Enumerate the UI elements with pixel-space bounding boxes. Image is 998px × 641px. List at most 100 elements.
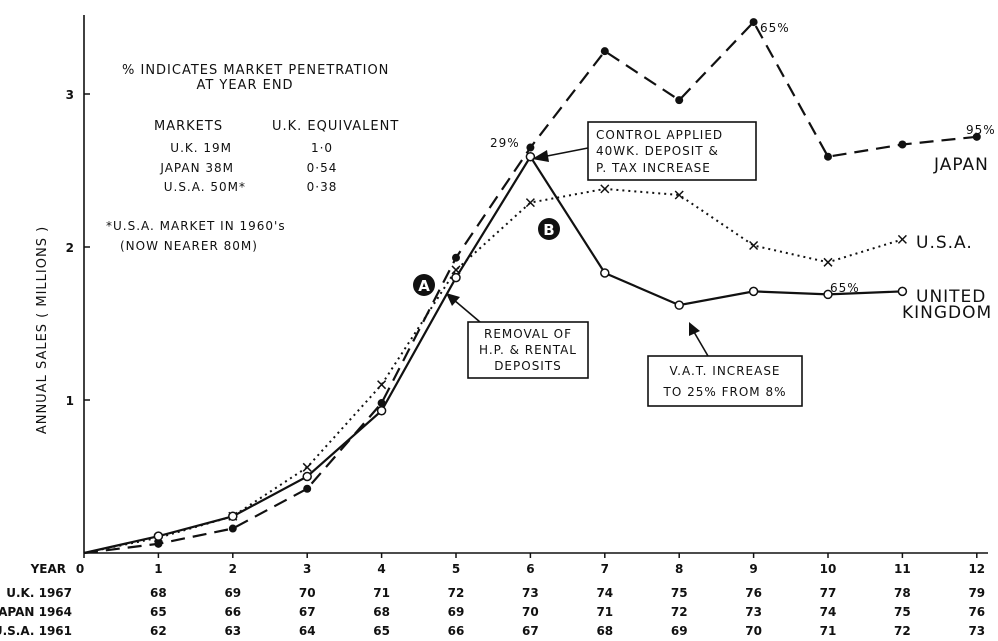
annotation-control-applied: CONTROL APPLIED 40WK. DEPOSIT & P. TAX I… <box>532 121 757 181</box>
point-japan-1 <box>154 539 163 548</box>
annotation-control-arrow <box>541 147 589 158</box>
year-cell-1-1: 65 <box>150 605 167 619</box>
year-cell-0-10: 77 <box>820 586 837 600</box>
year-cell-0-7: 74 <box>596 586 613 600</box>
point-united-kingdom-1 <box>153 531 164 541</box>
year-row-label-uk: U.K. 1967 <box>6 586 72 600</box>
year-cell-2-3: 64 <box>299 624 316 638</box>
point-united-kingdom-10 <box>823 289 833 300</box>
annotation-control-arrowhead <box>532 150 549 162</box>
annotation-control-line-1: CONTROL APPLIED <box>596 128 723 142</box>
x-tick-label-4: 4 <box>377 562 385 576</box>
annotation-control-line-2: 40WK. DEPOSIT & <box>596 144 719 158</box>
year-cell-1-7: 71 <box>596 605 613 619</box>
point-united-kingdom-7 <box>600 268 610 278</box>
point-u-s-a-3 <box>302 462 312 472</box>
point-u-s-a-9 <box>749 240 759 251</box>
year-cell-2-12: 73 <box>968 624 985 638</box>
annotation-vat-box <box>647 355 803 407</box>
year-cell-1-2: 66 <box>224 605 241 619</box>
annotation-removal-arrow <box>453 299 481 323</box>
point-japan-12 <box>972 132 981 141</box>
point-united-kingdom-2 <box>228 511 238 522</box>
series-layer <box>83 18 981 555</box>
y-tick-label-1: 1 <box>66 394 74 408</box>
year-cell-2-1: 62 <box>150 624 167 638</box>
marker-b-circle <box>538 218 560 240</box>
year-cell-0-12: 79 <box>968 586 985 600</box>
point-united-kingdom-4 <box>376 405 387 416</box>
annotation-removal-line-1: REMOVAL OF <box>484 327 572 341</box>
x-tick-label-3: 3 <box>303 562 311 576</box>
key-title-line-1: % INDICATES MARKET PENETRATION <box>122 63 389 78</box>
point-united-kingdom-6 <box>525 151 536 162</box>
year-cell-0-9: 76 <box>745 586 762 600</box>
year-cell-0-5: 72 <box>448 586 465 600</box>
y-axis-title: ANNUAL SALES ( MILLIONS ) <box>35 226 50 434</box>
year-cell-2-6: 67 <box>522 624 539 638</box>
series-line-united-kingdom <box>83 154 903 555</box>
market-key: % INDICATES MARKET PENETRATION AT YEAR E… <box>106 63 399 253</box>
x-tick-label-9: 9 <box>749 562 757 576</box>
annotation-vat-arrowhead <box>689 322 700 336</box>
series-label-japan: JAPAN <box>933 155 989 175</box>
key-row-equiv-1: 1·0 <box>311 141 333 155</box>
x-tick-label-2: 2 <box>229 562 237 576</box>
point-japan-11 <box>898 140 907 149</box>
year-cell-1-12: 76 <box>968 605 985 619</box>
year-cell-1-6: 70 <box>522 605 539 619</box>
point-united-kingdom-8 <box>674 300 684 310</box>
year-cell-0-6: 73 <box>522 586 539 600</box>
x-tick-label-10: 10 <box>820 562 837 576</box>
x-tick-label-6: 6 <box>526 562 534 576</box>
series-label-usa: U.S.A. <box>916 233 973 253</box>
key-row-market-2: JAPAN 38M <box>159 161 234 175</box>
y-ticks: 1 2 3 <box>66 88 90 408</box>
year-cell-0-3: 70 <box>299 586 316 600</box>
year-cell-1-4: 68 <box>373 605 390 619</box>
point-u-s-a-8 <box>674 190 684 200</box>
annotation-removal-line-2: H.P. & RENTAL <box>479 343 577 357</box>
year-row-label-usa: U.S.A. 1961 <box>0 624 72 638</box>
penetration-label-1: 29% <box>490 136 520 150</box>
penetration-label-3: 95% <box>966 123 996 137</box>
year-cell-2-4: 65 <box>373 624 390 638</box>
x-ticks: 0 1 2 3 4 5 6 7 8 9 10 11 12 <box>76 553 985 576</box>
annotation-removal: REMOVAL OF H.P. & RENTAL DEPOSITS <box>446 293 589 379</box>
key-row-market-3: U.S.A. 50M* <box>164 180 246 194</box>
y-tick-label-2: 2 <box>66 241 74 255</box>
marker-a: A <box>413 274 435 296</box>
point-japan-6 <box>526 143 535 152</box>
year-cell-0-2: 69 <box>224 586 241 600</box>
x-tick-label-7: 7 <box>601 562 609 576</box>
key-note-line-2: (NOW NEARER 80M) <box>120 239 258 253</box>
key-title-line-2: AT YEAR END <box>196 78 293 93</box>
series-label-uk-line-1: UNITED <box>916 287 986 307</box>
point-united-kingdom-3 <box>302 471 312 482</box>
marker-a-label: A <box>418 277 430 295</box>
year-cell-2-2: 63 <box>224 624 241 638</box>
point-united-kingdom-11 <box>897 286 908 297</box>
x-tick-label-11: 11 <box>894 562 911 576</box>
marker-b: B <box>538 218 560 240</box>
point-u-s-a-7 <box>600 184 610 194</box>
key-row-market-1: U.K. 19M <box>170 141 232 155</box>
year-cell-1-3: 67 <box>299 605 316 619</box>
year-cells: 68 69 70 71 72 73 74 75 76 77 78 79 65 66 67 68 69 70 71 72… <box>150 586 985 638</box>
annotation-removal-arrowhead <box>446 293 460 306</box>
point-u-s-a-10 <box>823 257 833 267</box>
annotation-vat-arrow <box>693 331 709 357</box>
key-col-equiv: U.K. EQUIVALENT <box>272 119 399 134</box>
point-japan-3 <box>303 484 312 493</box>
series-japan <box>83 18 981 555</box>
x-tick-label-0: 0 <box>76 562 84 576</box>
year-cell-2-7: 68 <box>596 624 613 638</box>
annotation-vat-line-1: V.A.T. INCREASE <box>669 364 780 378</box>
point-united-kingdom-9 <box>748 286 759 297</box>
year-cell-2-10: 71 <box>820 624 837 638</box>
annotation-removal-box <box>467 321 589 379</box>
year-cell-1-9: 73 <box>745 605 762 619</box>
year-cell-2-5: 66 <box>448 624 465 638</box>
year-cell-1-8: 72 <box>671 605 688 619</box>
year-cell-1-5: 69 <box>448 605 465 619</box>
